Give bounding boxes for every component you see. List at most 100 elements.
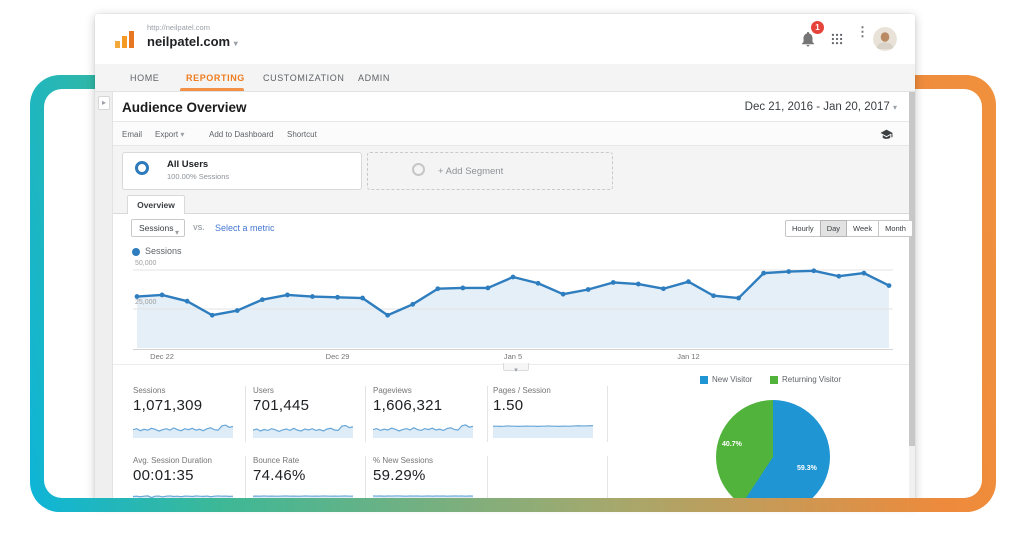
y-tick-label: 25,000 xyxy=(135,299,157,306)
granularity-toggle: Hourly Day Week Month xyxy=(785,220,913,237)
granularity-hourly[interactable]: Hourly xyxy=(785,220,821,237)
analytics-logo-icon xyxy=(115,31,134,48)
metric-card-users: Users 701,445 xyxy=(253,386,359,438)
segment-name: All Users xyxy=(167,159,209,170)
nav-customization[interactable]: CUSTOMIZATION xyxy=(263,73,345,83)
metric-label: Pages / Session xyxy=(493,386,551,395)
scrollbar-thumb[interactable] xyxy=(909,92,915,447)
chart-collapse-handle[interactable] xyxy=(503,363,529,374)
card-divider xyxy=(607,456,608,504)
education-cap-icon[interactable] xyxy=(880,128,893,141)
y-tick-label: 50,000 xyxy=(135,260,157,267)
sparkline xyxy=(373,424,473,438)
add-to-dashboard-button[interactable]: Add to Dashboard xyxy=(209,130,274,139)
metric-label: Avg. Session Duration xyxy=(133,456,213,465)
x-tick-label: Dec 29 xyxy=(325,352,350,361)
metric-label: % New Sessions xyxy=(373,456,434,465)
add-segment-button[interactable]: + Add Segment xyxy=(367,152,613,190)
segment-ring-icon xyxy=(412,163,425,176)
x-tick-label: Jan 5 xyxy=(503,352,523,361)
x-tick-label: Jan 12 xyxy=(677,352,700,361)
segment-detail: 100.00% Sessions xyxy=(167,172,230,181)
notifications-bell-icon[interactable] xyxy=(799,30,817,48)
nav-home[interactable]: HOME xyxy=(130,73,160,83)
metric-label: Bounce Rate xyxy=(253,456,300,465)
metric-value: 1.50 xyxy=(493,397,524,414)
segment-area: All Users 100.00% Sessions + Add Segment xyxy=(113,146,909,213)
main-nav: HOME REPORTING CUSTOMIZATION ADMIN xyxy=(95,64,915,92)
sparkline xyxy=(493,425,593,438)
legend-swatch-new-visitor xyxy=(700,376,708,384)
sessions-line-chart xyxy=(133,268,893,348)
metric-label: Pageviews xyxy=(373,386,412,395)
tab-overview[interactable]: Overview xyxy=(127,195,185,214)
card-divider xyxy=(365,456,366,504)
granularity-day[interactable]: Day xyxy=(819,220,848,237)
sessions-chart: 25,000 50,000 xyxy=(133,260,893,348)
window-scrollbar[interactable] xyxy=(909,92,915,504)
date-range-picker[interactable]: Dec 21, 2016 - Jan 20, 2017 xyxy=(745,101,897,113)
metric-select-dropdown[interactable]: Sessions xyxy=(131,219,185,237)
chevron-down-icon xyxy=(234,39,238,48)
metric-card-bounce-rate: Bounce Rate 74.46% xyxy=(253,456,359,504)
top-bar: http://neilpatel.com neilpatel.com 1 ⋮ xyxy=(95,14,915,64)
segment-ring-icon xyxy=(135,161,149,175)
pie-slice-label-returning: 40.7% xyxy=(722,441,742,448)
nav-reporting[interactable]: REPORTING xyxy=(186,73,245,83)
property-url: http://neilpatel.com xyxy=(147,23,210,32)
metric-card-pages-per-session: Pages / Session 1.50 xyxy=(493,386,599,438)
sparkline xyxy=(253,424,353,438)
metric-value: 59.29% xyxy=(373,467,426,484)
card-divider xyxy=(245,456,246,504)
more-options-icon[interactable]: ⋮ xyxy=(856,24,869,39)
chevron-right-icon xyxy=(102,98,106,107)
report-header: Audience Overview Dec 21, 2016 - Jan 20,… xyxy=(113,92,909,122)
segment-all-users[interactable]: All Users 100.00% Sessions xyxy=(122,152,362,190)
sidebar-expand-button[interactable] xyxy=(98,96,110,110)
property-selector[interactable]: neilpatel.com xyxy=(147,34,238,49)
sparkline xyxy=(253,495,353,504)
card-divider xyxy=(487,456,488,504)
card-divider xyxy=(245,386,246,442)
sparkline xyxy=(133,424,233,438)
nav-admin[interactable]: ADMIN xyxy=(358,73,390,83)
card-divider xyxy=(607,386,608,442)
select-metric-link[interactable]: Select a metric xyxy=(215,223,275,233)
active-tab-indicator xyxy=(180,88,244,91)
add-segment-label: + Add Segment xyxy=(438,166,504,177)
page-title: Audience Overview xyxy=(122,100,247,115)
legend-label-returning-visitor: Returning Visitor xyxy=(782,375,841,384)
metric-value: 74.46% xyxy=(253,467,306,484)
vs-label: VS. xyxy=(193,225,205,232)
sparkline xyxy=(373,495,473,504)
export-button[interactable]: Export xyxy=(155,130,184,139)
report-toolbar: Email Export Add to Dashboard Shortcut xyxy=(113,122,909,146)
x-axis-labels: Dec 22 Dec 29 Jan 5 Jan 12 xyxy=(133,352,893,363)
granularity-month[interactable]: Month xyxy=(878,220,913,237)
shortcut-button[interactable]: Shortcut xyxy=(287,130,317,139)
chevron-down-icon xyxy=(180,130,184,139)
metric-value: 1,606,321 xyxy=(373,397,443,414)
visitor-type-pie-chart xyxy=(716,400,830,504)
metric-label: Sessions xyxy=(133,386,166,395)
chevron-down-icon xyxy=(514,367,518,374)
report-content: Audience Overview Dec 21, 2016 - Jan 20,… xyxy=(113,92,913,504)
metric-label: Users xyxy=(253,386,274,395)
sessions-legend-dot xyxy=(132,248,140,256)
sessions-legend-label: Sessions xyxy=(145,246,182,256)
apps-grid-icon[interactable] xyxy=(830,32,844,46)
metric-card-sessions: Sessions 1,071,309 xyxy=(133,386,239,438)
email-button[interactable]: Email xyxy=(122,130,143,139)
legend-swatch-returning-visitor xyxy=(770,376,778,384)
metric-value: 1,071,309 xyxy=(133,397,203,414)
legend-label-new-visitor: New Visitor xyxy=(712,375,753,384)
chevron-down-icon xyxy=(893,103,897,112)
card-divider xyxy=(487,386,488,442)
notification-badge: 1 xyxy=(811,21,824,34)
analytics-window: http://neilpatel.com neilpatel.com 1 ⋮ xyxy=(95,14,915,504)
user-avatar[interactable] xyxy=(873,27,897,51)
x-tick-label: Dec 22 xyxy=(150,352,174,361)
granularity-week[interactable]: Week xyxy=(846,220,880,237)
metric-card-avg-session-duration: Avg. Session Duration 00:01:35 xyxy=(133,456,239,504)
